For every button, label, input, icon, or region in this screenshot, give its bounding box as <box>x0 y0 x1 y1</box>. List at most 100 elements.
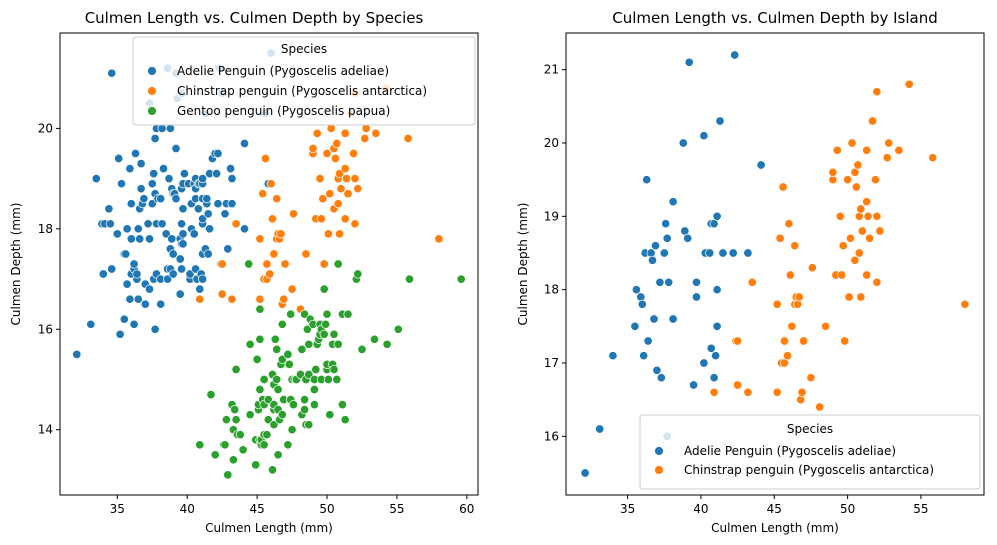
data-point <box>269 249 279 259</box>
data-point <box>322 148 332 159</box>
data-point <box>434 234 444 244</box>
data-point <box>171 194 181 204</box>
data-point <box>728 248 738 258</box>
data-point <box>276 229 286 239</box>
legend: Species Adelie Penguin (Pygoscelis adeli… <box>639 414 981 490</box>
data-point <box>297 344 307 354</box>
data-point <box>845 233 856 243</box>
data-point <box>699 131 709 141</box>
data-point <box>794 292 804 302</box>
data-point <box>125 164 135 174</box>
data-point <box>718 248 728 258</box>
data-point <box>283 349 293 359</box>
plot-frame <box>59 32 479 496</box>
data-point <box>699 358 709 368</box>
data-point <box>580 468 590 478</box>
data-point <box>272 344 282 354</box>
data-point <box>279 294 289 304</box>
data-point <box>272 194 282 204</box>
data-point <box>227 294 237 304</box>
data-point <box>321 319 331 329</box>
data-point <box>235 430 245 440</box>
legend-box <box>132 36 476 126</box>
x-axis-ticks: 35 40 45 50 55 60 <box>110 495 474 516</box>
data-point <box>139 194 149 204</box>
data-point <box>255 294 265 304</box>
data-point <box>872 211 882 221</box>
data-point <box>807 263 817 273</box>
data-point <box>340 415 350 425</box>
data-point <box>266 179 276 189</box>
data-point <box>333 199 343 209</box>
data-point <box>403 133 413 144</box>
data-point <box>856 292 866 302</box>
data-point <box>133 294 143 304</box>
legend-entry: Gentoo penguin (Pygoscelis papua) <box>177 104 390 118</box>
data-point <box>286 309 296 319</box>
data-point <box>227 174 237 184</box>
data-point <box>175 254 185 264</box>
data-point <box>323 374 333 385</box>
data-point <box>221 415 231 425</box>
data-point <box>178 229 188 239</box>
data-point <box>122 224 132 234</box>
data-point <box>231 364 241 375</box>
data-point <box>332 374 342 385</box>
data-point <box>132 269 142 279</box>
data-point <box>227 199 237 209</box>
data-point <box>350 219 360 229</box>
chart-island: Culmen Length vs. Culmen Depth by Island… <box>516 9 985 535</box>
data-point <box>608 351 618 361</box>
data-point <box>837 270 847 280</box>
y-axis-label: Culmen Depth (mm) <box>516 203 530 326</box>
data-point <box>312 128 322 138</box>
data-point <box>220 209 230 219</box>
data-point <box>125 294 135 304</box>
data-point <box>179 169 189 179</box>
data-point <box>656 373 666 383</box>
data-point <box>72 349 82 359</box>
legend-entry: Adelie Penguin (Pygoscelis adeliae) <box>684 444 896 458</box>
data-point <box>319 259 329 269</box>
legend-marker <box>654 465 664 475</box>
data-point <box>168 249 178 259</box>
data-point <box>711 351 721 361</box>
data-point <box>133 224 143 234</box>
data-point <box>787 321 797 331</box>
data-point <box>371 128 381 138</box>
data-point <box>325 410 335 420</box>
data-point <box>144 234 155 244</box>
data-point <box>287 284 297 294</box>
data-point <box>311 364 321 375</box>
data-point <box>928 153 938 163</box>
data-point <box>684 57 694 67</box>
data-point <box>664 277 674 287</box>
data-point <box>709 387 719 397</box>
data-point <box>894 145 904 155</box>
data-point <box>115 329 125 339</box>
data-point <box>245 410 255 420</box>
data-point <box>319 284 329 294</box>
y-tick-label: 16 <box>38 322 53 336</box>
data-point <box>259 374 269 385</box>
data-point <box>630 321 640 331</box>
data-point <box>143 219 153 229</box>
data-point <box>277 410 287 420</box>
data-point <box>301 249 311 259</box>
data-point <box>150 324 160 334</box>
data-point <box>319 329 329 339</box>
chart-species: Culmen Length vs. Culmen Depth by Specie… <box>9 9 479 535</box>
data-point <box>778 182 788 192</box>
data-point <box>743 387 753 397</box>
legend-marker <box>147 66 157 76</box>
y-tick-label: 20 <box>544 136 559 150</box>
data-point <box>288 400 299 410</box>
x-tick-label: 60 <box>459 502 474 516</box>
legend-box <box>639 414 981 490</box>
x-tick-label: 45 <box>249 502 264 516</box>
data-point <box>223 470 233 480</box>
data-point <box>98 269 108 279</box>
data-point <box>793 299 803 309</box>
data-point <box>784 219 794 229</box>
data-point <box>231 219 241 229</box>
